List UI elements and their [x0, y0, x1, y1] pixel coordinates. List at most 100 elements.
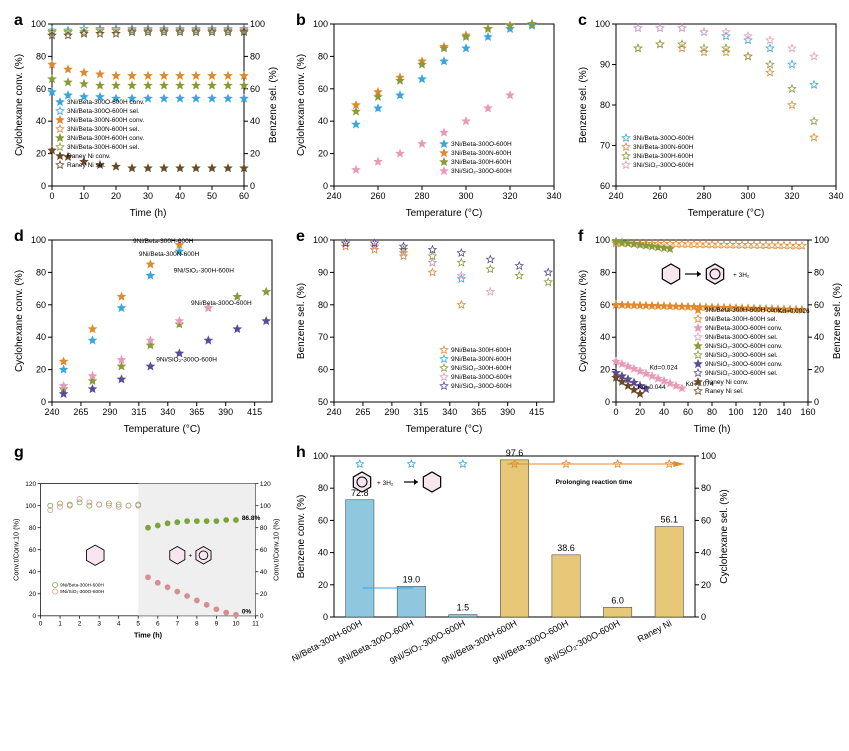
svg-text:Time (h): Time (h) [694, 424, 731, 435]
svg-text:50: 50 [318, 397, 328, 407]
svg-text:19.0: 19.0 [403, 574, 421, 584]
svg-text:8: 8 [195, 620, 199, 627]
svg-text:9Ni/Beta-300H-600H sel.: 9Ni/Beta-300H-600H sel. [705, 316, 777, 323]
svg-text:Cyclohexane conv. (%): Cyclohexane conv. (%) [14, 54, 25, 156]
svg-text:Benzene sel. (%): Benzene sel. (%) [832, 283, 843, 359]
svg-text:80: 80 [29, 525, 37, 532]
panel-label: b [296, 12, 306, 30]
svg-text:20: 20 [318, 149, 328, 159]
panel-label: f [578, 228, 583, 246]
panel-b: b240260280300320340020406080100Temperatu… [292, 10, 568, 220]
svg-text:120: 120 [752, 407, 767, 417]
svg-text:0: 0 [33, 613, 37, 620]
svg-text:3Ni/Beta-300H-600H conv.: 3Ni/Beta-300H-600H conv. [67, 135, 144, 142]
svg-text:40: 40 [36, 332, 46, 342]
svg-text:0: 0 [323, 612, 328, 622]
svg-text:300: 300 [740, 191, 755, 201]
svg-text:0%: 0% [242, 609, 252, 616]
svg-text:290: 290 [384, 407, 399, 417]
svg-text:9Ni/SiO₂-300H-600H: 9Ni/SiO₂-300H-600H [451, 365, 512, 372]
svg-text:60: 60 [683, 407, 693, 417]
svg-text:4: 4 [117, 620, 121, 627]
svg-text:10: 10 [232, 620, 240, 627]
svg-text:100: 100 [313, 451, 328, 461]
svg-text:340: 340 [828, 191, 843, 201]
svg-text:40: 40 [36, 116, 46, 126]
svg-text:Time (h): Time (h) [134, 631, 163, 640]
svg-text:Raney Ni sel.: Raney Ni sel. [67, 162, 106, 169]
svg-text:3Ni/Beta-300N-600H: 3Ni/Beta-300N-600H [633, 144, 694, 151]
svg-text:0: 0 [814, 397, 819, 407]
svg-text:Benzene conv. (%): Benzene conv. (%) [296, 495, 307, 579]
svg-text:Temperature (°C): Temperature (°C) [406, 424, 483, 435]
svg-text:0: 0 [605, 397, 610, 407]
svg-text:9Ni/SiO₂-300H-600H: 9Ni/SiO₂-300H-600H [174, 267, 235, 274]
svg-text:9Ni/SiO₂-300O-600H sel.: 9Ni/SiO₂-300O-600H sel. [705, 352, 778, 359]
svg-text:40: 40 [318, 116, 328, 126]
svg-text:Kd=0.024: Kd=0.024 [650, 365, 678, 372]
svg-text:260: 260 [370, 191, 385, 201]
svg-text:9Ni/Beta-300O-600H sel.: 9Ni/Beta-300O-600H sel. [705, 334, 778, 341]
svg-text:60: 60 [36, 84, 46, 94]
svg-text:80: 80 [250, 51, 260, 61]
svg-text:Raney Ni sel.: Raney Ni sel. [705, 388, 744, 395]
svg-text:2: 2 [78, 620, 82, 627]
svg-text:9Ni/SiO₂-300O-600H sel.: 9Ni/SiO₂-300O-600H sel. [705, 370, 778, 377]
svg-text:Benzene sel. (%): Benzene sel. (%) [578, 67, 589, 143]
svg-text:Raney Ni conv.: Raney Ni conv. [67, 153, 111, 160]
svg-text:80: 80 [260, 525, 268, 532]
svg-text:9Ni/Beta-300H-600H conv.: 9Ni/Beta-300H-600H conv. [705, 307, 782, 314]
svg-text:9: 9 [215, 620, 219, 627]
svg-text:20: 20 [29, 591, 37, 598]
svg-text:260: 260 [652, 191, 667, 201]
svg-text:1.5: 1.5 [457, 603, 470, 613]
svg-text:+ 3H₂: + 3H₂ [377, 480, 394, 487]
svg-text:3Ni/Beta-300O-600H conv.: 3Ni/Beta-300O-600H conv. [67, 99, 145, 106]
svg-text:5: 5 [136, 620, 140, 627]
svg-text:340: 340 [160, 407, 175, 417]
svg-text:120: 120 [25, 481, 36, 488]
svg-text:20: 20 [635, 407, 645, 417]
svg-text:70: 70 [600, 141, 610, 151]
panel-a: a0102030405060002020404060608080100100Ti… [10, 10, 286, 220]
svg-text:20: 20 [260, 591, 268, 598]
svg-text:Raney Ni: Raney Ni [636, 618, 673, 644]
svg-text:80: 80 [600, 100, 610, 110]
svg-text:20: 20 [36, 149, 46, 159]
svg-text:365: 365 [471, 407, 486, 417]
svg-text:9Ni/SiO₂-300O-600H: 9Ni/SiO₂-300O-600H [156, 357, 217, 364]
svg-text:Benzene sel. (%): Benzene sel. (%) [296, 283, 307, 359]
svg-text:265: 265 [73, 407, 88, 417]
svg-text:6: 6 [156, 620, 160, 627]
svg-text:30: 30 [143, 191, 153, 201]
svg-text:60: 60 [600, 181, 610, 191]
svg-text:80: 80 [707, 407, 717, 417]
svg-text:100: 100 [814, 235, 829, 245]
svg-text:9Ni/Beta-300H-600H: 9Ni/Beta-300H-600H [60, 582, 104, 588]
svg-text:60: 60 [318, 515, 328, 525]
svg-text:9Ni/Beta-300O-600H conv.: 9Ni/Beta-300O-600H conv. [705, 325, 783, 332]
svg-text:9Ni/SiO₂-300O-600H conv.: 9Ni/SiO₂-300O-600H conv. [705, 343, 783, 350]
svg-text:240: 240 [44, 407, 59, 417]
svg-text:97.6: 97.6 [506, 448, 524, 458]
svg-text:40: 40 [659, 407, 669, 417]
svg-text:100: 100 [25, 503, 36, 510]
svg-text:Conv.t/Conv.10 (%): Conv.t/Conv.10 (%) [272, 519, 281, 581]
svg-text:20: 20 [250, 149, 260, 159]
svg-text:3Ni/Beta-300O-600H: 3Ni/Beta-300O-600H [633, 135, 694, 142]
svg-text:100: 100 [250, 19, 265, 29]
svg-text:Temperature (°C): Temperature (°C) [124, 424, 201, 435]
svg-text:86.8%: 86.8% [242, 515, 261, 522]
svg-text:9Ni/Beta-300O-600H: 9Ni/Beta-300O-600H [191, 300, 252, 307]
svg-text:40: 40 [814, 332, 824, 342]
svg-text:80: 80 [36, 267, 46, 277]
svg-text:20: 20 [36, 365, 46, 375]
svg-text:340: 340 [546, 191, 561, 201]
svg-text:0: 0 [260, 613, 264, 620]
svg-text:9Ni/Beta-300O-600H: 9Ni/Beta-300O-600H [451, 374, 512, 381]
svg-text:60: 60 [701, 515, 711, 525]
svg-text:Time (h): Time (h) [130, 208, 167, 219]
svg-text:56.1: 56.1 [660, 515, 678, 525]
svg-text:Temperature (°C): Temperature (°C) [688, 208, 765, 219]
svg-text:20: 20 [600, 365, 610, 375]
